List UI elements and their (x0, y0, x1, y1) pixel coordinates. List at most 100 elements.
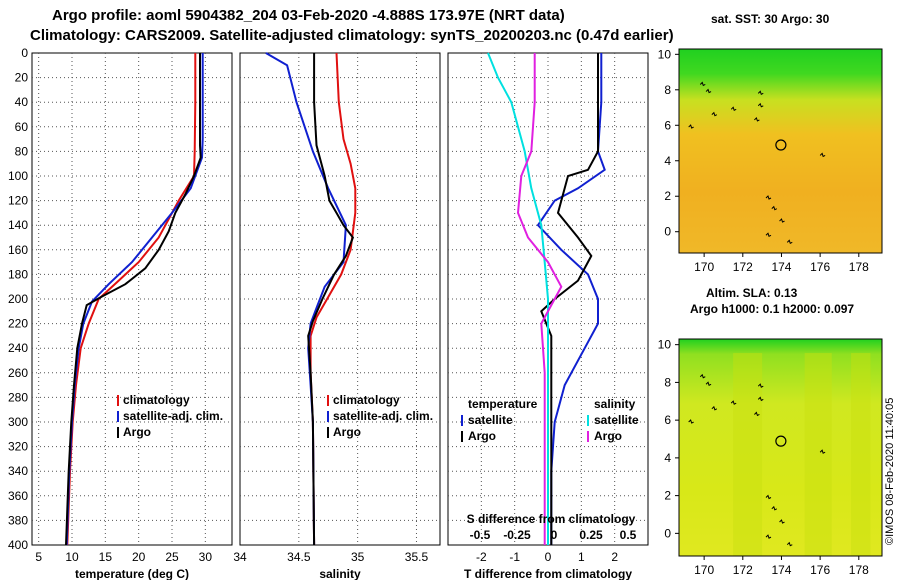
depth-tick-label: 20 (15, 71, 29, 85)
temperature-series-argo (65, 53, 202, 546)
island-mark (765, 232, 772, 237)
depth-tick-label: 180 (8, 267, 28, 281)
island-mark (757, 396, 764, 402)
depth-tick-label: 60 (15, 120, 29, 134)
sdiff-tick-label: -0.5 (470, 528, 491, 542)
salinity-xtick-label: 35.5 (405, 550, 429, 564)
difference-xtick-label: -1 (509, 550, 520, 564)
island-mark (765, 195, 772, 200)
temperature-panel: 5 10 15 20 25 3002040608010012014016018020022… (8, 46, 233, 580)
island-mark (705, 381, 712, 386)
depth-tick-label: 100 (8, 169, 28, 183)
island-mark (754, 411, 760, 417)
map-sla-xtick-label: 174 (771, 563, 791, 577)
sla-map-title: Altim. SLA: 0.13 (706, 286, 798, 300)
island-mark (711, 405, 718, 411)
depth-tick-label: 0 (21, 46, 28, 60)
map-sla-ytick-label: 6 (664, 413, 671, 427)
title-line-2: Climatology: CARS2009. Satellite-adjuste… (30, 27, 674, 44)
salinity-xtick-label: 34 (233, 550, 247, 564)
difference-xtick-label: 1 (578, 550, 585, 564)
difference-series-argo-salinity (516, 53, 563, 545)
difference-series-satellite-salinity (487, 52, 549, 545)
sla-map: 170 172 174 176 178 0 2 4 6 8 10 (658, 338, 883, 577)
map-sla-xtick-label: 172 (733, 563, 753, 577)
depth-tick-label: 380 (8, 513, 28, 527)
map-sla-float-marker (775, 435, 787, 447)
temperature-xtick-label: 25 (165, 550, 179, 564)
map-sst-ytick-label: 2 (664, 189, 671, 203)
sdiff-tick-label: 0 (551, 528, 558, 542)
map-sla-ytick-label: 10 (658, 338, 672, 352)
sdiff-tick-label: 0.5 (620, 528, 637, 542)
sla-map-field (679, 339, 882, 556)
depth-tick-label: 320 (8, 440, 28, 454)
map-sst-float-marker (775, 139, 787, 151)
island-mark (757, 102, 764, 108)
temperature-legend-label: satellite-adj. clim. (123, 409, 223, 423)
depth-tick-label: 160 (8, 243, 28, 257)
map-sst-xtick-label: 176 (810, 260, 830, 274)
island-mark (779, 218, 785, 223)
sla-band (804, 353, 832, 556)
difference-panel: -2 -1 0 1 2 T difference from climatology S di… (447, 52, 649, 580)
title-line-1: Argo profile: aoml 5904382_204 03-Feb-20… (52, 7, 565, 24)
depth-tick-label: 40 (15, 95, 29, 109)
island-mark (699, 81, 706, 87)
island-mark (699, 373, 706, 379)
imos-stamp: ©IMOS 08-Feb-2020 11:40:05 (884, 398, 896, 545)
island-mark (688, 124, 694, 129)
sst-map-title: sat. SST: 30 Argo: 30 (711, 12, 830, 26)
difference-series-argo-temperature (540, 53, 599, 545)
map-sst-xtick-label: 170 (694, 260, 714, 274)
map-sst-xtick-label: 174 (771, 260, 791, 274)
depth-tick-label: 260 (8, 366, 28, 380)
island-mark (730, 106, 737, 112)
salinity-legend-label: climatology (333, 393, 400, 407)
island-mark (730, 400, 737, 405)
difference-xlabel: T difference from climatology (464, 567, 632, 580)
depth-tick-label: 360 (8, 489, 28, 503)
map-sla-xtick-label: 178 (849, 563, 869, 577)
island-mark (688, 419, 694, 424)
map-sst-xtick-label: 172 (733, 260, 753, 274)
sla-band (851, 353, 871, 556)
temperature-legend-label: climatology (123, 393, 190, 407)
diff-legend-left-label: satellite (468, 413, 513, 427)
salinity-legend-label: Argo (333, 425, 361, 439)
temperature-xtick-label: 30 (199, 550, 213, 564)
difference-xtick-label: 0 (545, 550, 552, 564)
map-sla-ytick-label: 4 (664, 451, 671, 465)
depth-tick-label: 400 (8, 538, 28, 552)
map-sla-ytick-label: 8 (664, 375, 671, 389)
island-mark (765, 534, 772, 539)
depth-tick-label: 280 (8, 390, 28, 404)
map-sla-xtick-label: 170 (694, 563, 714, 577)
depth-tick-label: 340 (8, 464, 28, 478)
temperature-xlabel: temperature (deg C) (75, 567, 189, 580)
depth-tick-label: 220 (8, 317, 28, 331)
map-sla-frame (678, 338, 883, 557)
island-mark (779, 519, 785, 524)
sst-map-field (679, 49, 882, 253)
map-sst-ytick-label: 8 (664, 83, 671, 97)
diff-legend-right-label: Argo (594, 429, 622, 443)
depth-tick-label: 140 (8, 218, 28, 232)
difference-series-satellite-temperature (536, 53, 606, 545)
map-sst-xtick-label: 178 (849, 260, 869, 274)
sdiff-tick-label: -0.25 (503, 528, 531, 542)
map-sst-ytick-label: 6 (664, 118, 671, 132)
island-mark (771, 505, 778, 511)
diff-legend-right-title: salinity (594, 397, 636, 411)
salinity-series-argo (307, 53, 355, 546)
island-mark (771, 205, 778, 211)
map-sla-xtick-label: 176 (810, 563, 830, 577)
temperature-xtick-label: 10 (65, 550, 79, 564)
diff-legend-right-label: satellite (594, 413, 639, 427)
map-sst-ytick-label: 10 (658, 47, 672, 61)
island-mark (819, 152, 826, 158)
map-sst-ytick-label: 4 (664, 154, 671, 168)
temperature-xtick-label: 5 (35, 550, 42, 564)
sdiff-tick-label: 0.25 (579, 528, 603, 542)
